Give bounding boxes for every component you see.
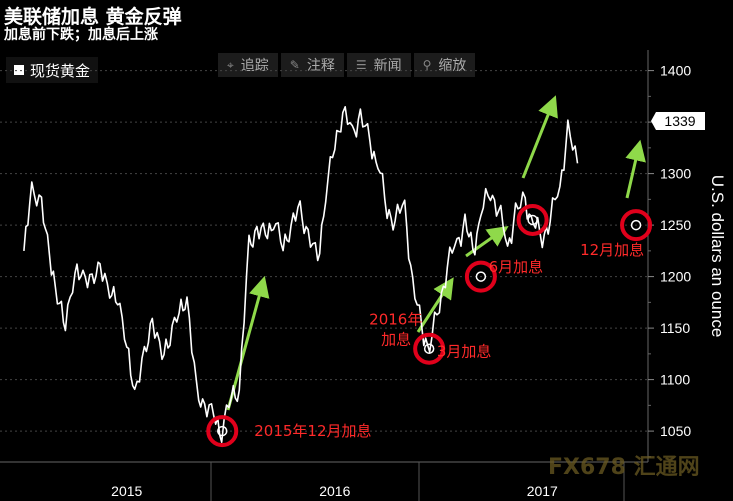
last-price-label: 1339 [664,113,695,129]
rate-hike-markers: 2015年12月加息 2016年加息 3月加息 6月加息 12月加息 [206,203,653,448]
y-tick-label: 1400 [660,63,691,79]
last-price-tag: 1339 [651,112,705,130]
hike-label: 2016年加息 [369,311,422,349]
trend-arrow [521,95,558,179]
chart-title: 美联储加息 黄金反弹 [4,6,182,28]
track-button[interactable]: ⌖ 追踪 [218,53,278,77]
hike-point [630,219,642,231]
hike-circle [464,260,497,293]
hike-circle [516,203,549,236]
square-icon [14,65,24,75]
trend-arrow [465,225,509,258]
rate-hike-marker [620,209,653,242]
y-tick-label: 1050 [660,423,691,439]
news-icon: ☰ [355,58,367,72]
hike-point [217,425,228,437]
hike-label: 2015年12月加息 [254,422,371,440]
crosshair-icon: ⌖ [227,57,234,72]
magnifier-icon: ⚲ [422,58,432,72]
zoom-button[interactable]: ⚲ 缩放 [413,53,476,77]
news-label: 新闻 [373,58,402,74]
y-tick-label: 1200 [660,269,691,285]
trend-arrow [625,139,646,199]
rate-hike-marker [413,332,446,365]
chart-subtitle: 加息前下跌；加息后上涨 [4,27,158,43]
y-tick-label: 1150 [660,320,690,336]
hike-circle [620,209,653,242]
axis-frame [0,50,649,501]
x-axis: 2015 2016 2017 [111,483,558,499]
legend[interactable]: 现货黄金 [6,57,99,83]
y-tick-label: 1300 [660,166,691,182]
annotate-button[interactable]: ✎ 注释 [280,53,344,77]
track-label: 追踪 [240,58,269,74]
x-tick-label: 2016 [319,483,350,499]
x-tick-label: 2015 [111,483,142,499]
hike-circle [413,332,446,365]
x-tick-label: 2017 [527,483,558,499]
pencil-icon: ✎ [289,58,300,72]
y-axis-title: U.S. dollars an ounce [708,175,727,338]
hike-point [527,214,538,226]
hike-label: 3月加息 [437,343,492,361]
hike-point [423,343,435,354]
y-tick-label: 1250 [660,217,691,233]
watermark: FX678 汇通网 [548,455,700,480]
chart-toolbar: ⌖ 追踪 ✎ 注释 ☰ 新闻 ⚲ 缩放 [218,53,476,77]
gold-price-line [23,106,579,444]
news-button[interactable]: ☰ 新闻 [346,53,411,77]
hike-label: 6月加息 [489,258,544,276]
rate-hike-marker [464,260,497,293]
zoom-label: 缩放 [438,58,467,74]
hike-point [475,271,487,282]
annotate-label: 注释 [306,58,335,74]
gridlines [0,70,648,432]
hike-circle [206,415,239,448]
y-tick-label: 1100 [660,372,690,388]
rate-hike-marker [516,203,549,236]
hike-label: 12月加息 [580,241,644,259]
rate-hike-marker [206,415,239,448]
trend-arrow [416,277,454,333]
